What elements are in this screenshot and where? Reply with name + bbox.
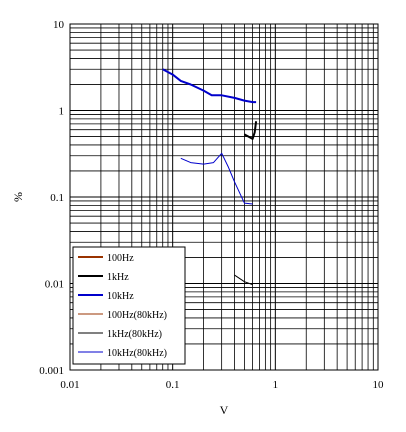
legend-box xyxy=(72,246,186,365)
legend-label: 1kHz(80kHz) xyxy=(107,329,162,340)
x-tick-label: 0.1 xyxy=(166,379,180,391)
series-lines xyxy=(162,68,258,286)
legend-label: 1kHz xyxy=(107,272,129,283)
plot-frame xyxy=(69,23,379,371)
series-line xyxy=(234,274,253,286)
legend-label: 10kHz xyxy=(107,291,134,302)
y-tick-label: 10 xyxy=(53,19,65,31)
x-tick-label: 10 xyxy=(373,379,385,391)
series-line xyxy=(162,68,257,104)
y-tick-label: 0.001 xyxy=(39,365,64,377)
legend-items: 100Hz 1kHz 10kHz 100Hz(80kHz) 1kHz(80kHz) 10k… xyxy=(78,253,167,359)
legend-label: 100Hz(80kHz) xyxy=(107,310,167,321)
y-tick-labels: 0.001 0.01 0.1 1 10 xyxy=(39,19,64,377)
y-axis-label: % xyxy=(11,192,25,202)
x-tick-label: 1 xyxy=(273,379,279,391)
y-tick-label: 1 xyxy=(59,106,65,118)
legend: 100Hz 1kHz 10kHz 100Hz(80kHz) 1kHz(80kHz) 10k… xyxy=(72,246,186,365)
x-tick-labels: 0.01 0.1 1 10 xyxy=(60,379,384,391)
legend-label: 100Hz xyxy=(107,253,134,264)
legend-label: 10kHz(80kHz) xyxy=(107,348,167,359)
x-axis-label: V xyxy=(220,403,229,417)
series-line xyxy=(180,152,253,205)
x-tick-label: 0.01 xyxy=(60,379,79,391)
series-line xyxy=(243,121,258,140)
y-tick-label: 0.01 xyxy=(45,279,64,291)
y-tick-label: 0.1 xyxy=(50,192,64,204)
grid-lines xyxy=(69,24,378,371)
